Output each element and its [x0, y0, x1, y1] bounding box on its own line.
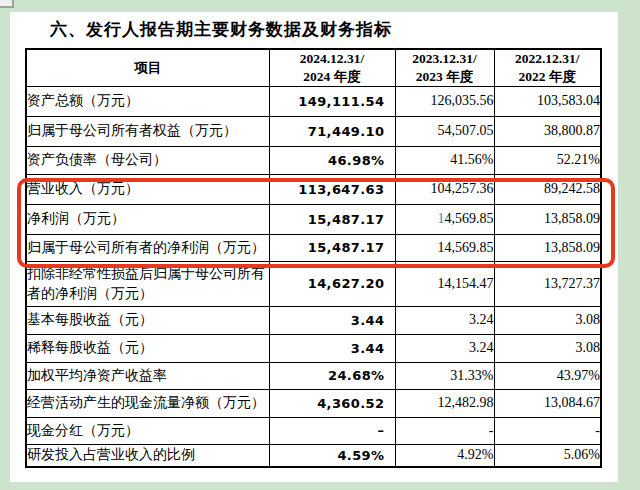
cell-2024-value: 4,360.52 — [269, 389, 395, 417]
cell-2023-value: - — [395, 417, 494, 444]
cell-2023-value: 3.24 — [395, 306, 494, 334]
header-period-2022: 2022.12.31/ 2022 年度 — [494, 49, 601, 86]
table-header-row: 项目 2024.12.31/ 2024 年度 2023.12.31/ 2023 … — [26, 49, 601, 86]
cell-2023-value: 126,035.56 — [395, 86, 494, 116]
cell-2023-value: 54,507.05 — [395, 116, 494, 146]
cell-2024-value: 24.68% — [269, 362, 395, 389]
cell-2022-value: 103,583.04 — [494, 86, 601, 116]
row-label: 资产总额（万元） — [26, 86, 269, 116]
table-row: 归属于母公司所有者的净利润（万元）15,487.1714,569.8513,85… — [26, 234, 601, 261]
cursor-artifact-digit: 1 — [438, 211, 445, 226]
cell-2022-value: 38,800.87 — [494, 116, 601, 146]
table-row: 经营活动产生的现金流量净额（万元）4,360.5212,482.9813,084… — [26, 389, 601, 417]
header-period-2023: 2023.12.31/ 2023 年度 — [395, 49, 494, 86]
cell-2022-value: 13,727.37 — [494, 261, 601, 306]
row-label: 加权平均净资产收益率 — [26, 362, 269, 389]
cell-2023-value: 12,482.98 — [395, 389, 494, 417]
section-title: 六、发行人报告期主要财务数据及财务指标 — [50, 18, 392, 41]
table-body: 资产总额（万元）149,111.54126,035.56103,583.04归属… — [26, 86, 601, 467]
cell-2022-value: 89,242.58 — [494, 174, 601, 204]
row-label: 现金分红（万元） — [26, 417, 269, 444]
row-label: 基本每股收益（元） — [26, 306, 269, 334]
cell-2023-value: 14,569.85 — [395, 204, 494, 234]
cell-2022-value: 13,858.09 — [494, 204, 601, 234]
cell-2022-value: 5.06% — [494, 444, 601, 467]
cell-2023-value: 104,257.36 — [395, 174, 494, 204]
cell-2022-value: 13,858.09 — [494, 234, 601, 261]
cell-2024-value: 3.44 — [269, 334, 395, 362]
cell-2024-value: 15,487.17 — [269, 204, 395, 234]
row-label: 净利润（万元） — [26, 204, 269, 234]
window-corner-artifact — [0, 0, 14, 8]
document-page-background: { "page": { "title": "六、发行人报告期主要财务数据及财务指… — [0, 0, 640, 490]
header-period-2024: 2024.12.31/ 2024 年度 — [269, 49, 395, 86]
row-label: 扣除非经常性损益后归属于母公司所有者的净利润（万元） — [26, 261, 269, 306]
table-row: 加权平均净资产收益率24.68%31.33%43.97% — [26, 362, 601, 389]
cell-2022-value: 3.08 — [494, 334, 601, 362]
row-label: 稀释每股收益（元） — [26, 334, 269, 362]
cell-2024-value: – — [269, 417, 395, 444]
table-row: 基本每股收益（元）3.443.243.08 — [26, 306, 601, 334]
cell-2022-value: - — [494, 417, 601, 444]
cell-2023-value: 14,154.47 — [395, 261, 494, 306]
row-label: 经营活动产生的现金流量净额（万元） — [26, 389, 269, 417]
table-row: 资产负债率（母公司）46.98%41.56%52.21% — [26, 146, 601, 174]
row-label: 资产负债率（母公司） — [26, 146, 269, 174]
cell-2024-value: 14,627.20 — [269, 261, 395, 306]
cell-2024-value: 4.59% — [269, 444, 395, 467]
row-label: 营业收入（万元） — [26, 174, 269, 204]
cell-2024-value: 3.44 — [269, 306, 395, 334]
cell-2022-value: 3.08 — [494, 306, 601, 334]
table-row: 研发投入占营业收入的比例4.59%4.92%5.06% — [26, 444, 601, 467]
row-label: 归属于母公司所有者的净利润（万元） — [26, 234, 269, 261]
cell-2024-value: 113,647.63 — [269, 174, 395, 204]
row-label: 归属于母公司所有者权益（万元） — [26, 116, 269, 146]
cell-2023-value: 41.56% — [395, 146, 494, 174]
cell-2023-value: 4.92% — [395, 444, 494, 467]
cell-2024-value: 46.98% — [269, 146, 395, 174]
cell-2022-value: 13,084.67 — [494, 389, 601, 417]
header-item: 项目 — [26, 49, 269, 86]
cell-2022-value: 52.21% — [494, 146, 601, 174]
cell-2023-value: 31.33% — [395, 362, 494, 389]
table-row: 资产总额（万元）149,111.54126,035.56103,583.04 — [26, 86, 601, 116]
cell-2023-value: 14,569.85 — [395, 234, 494, 261]
cell-2024-value: 149,111.54 — [269, 86, 395, 116]
table-row: 营业收入（万元）113,647.63104,257.3689,242.58 — [26, 174, 601, 204]
table-row: 净利润（万元）15,487.1714,569.8513,858.09 — [26, 204, 601, 234]
financial-data-table: 项目 2024.12.31/ 2024 年度 2023.12.31/ 2023 … — [25, 48, 602, 468]
cell-2024-value: 15,487.17 — [269, 234, 395, 261]
cell-2024-value: 71,449.10 — [269, 116, 395, 146]
cell-2023-value: 3.24 — [395, 334, 494, 362]
cell-2022-value: 43.97% — [494, 362, 601, 389]
row-label: 研发投入占营业收入的比例 — [26, 444, 269, 467]
table-row: 现金分红（万元）–-- — [26, 417, 601, 444]
table-row: 稀释每股收益（元）3.443.243.08 — [26, 334, 601, 362]
table-row: 归属于母公司所有者权益（万元）71,449.1054,507.0538,800.… — [26, 116, 601, 146]
table-row: 扣除非经常性损益后归属于母公司所有者的净利润（万元）14,627.2014,15… — [26, 261, 601, 306]
